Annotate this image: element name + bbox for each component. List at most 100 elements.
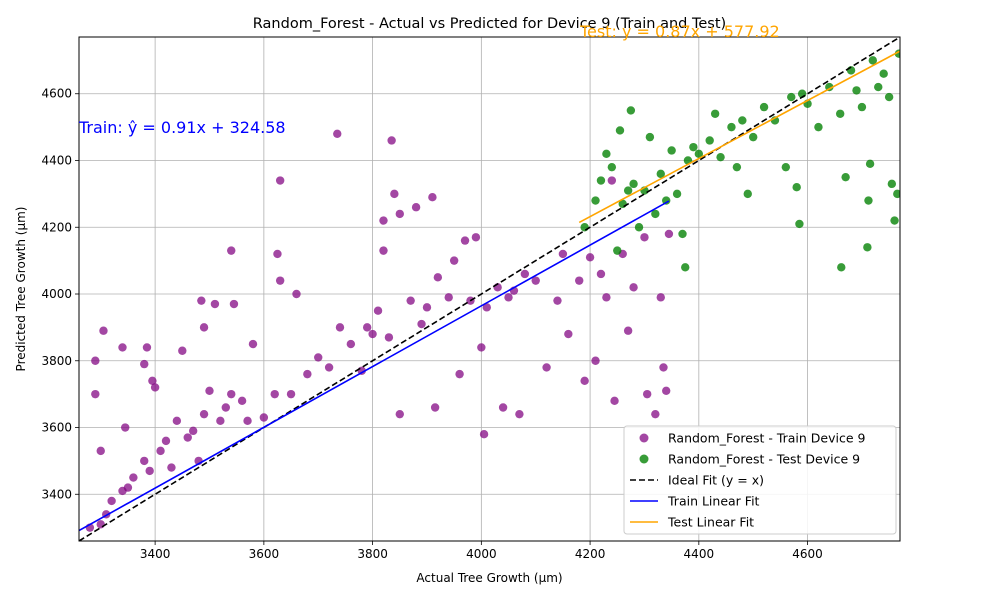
test-point: [835, 109, 845, 118]
train-point: [629, 283, 638, 292]
train-point: [275, 276, 285, 285]
test-point: [651, 209, 660, 219]
x-tick-label: 3800: [357, 547, 388, 561]
test-point: [689, 142, 698, 152]
y-tick-label: 3600: [41, 421, 72, 435]
ticks: 3400 3600 3800 4000 4200 4400 4600 3400 3600 3800…: [41, 87, 822, 561]
train-point: [324, 363, 334, 372]
test-point: [748, 132, 758, 142]
test-point: [672, 189, 682, 199]
train-point: [662, 386, 671, 396]
test-point: [634, 223, 644, 232]
train-point: [379, 216, 388, 225]
train-point: [531, 276, 540, 285]
test-point: [795, 219, 804, 229]
train-point: [248, 339, 258, 349]
train-point: [460, 236, 470, 245]
train-point: [333, 129, 342, 138]
train-point: [156, 446, 165, 456]
legend-label: Ideal Fit (y = x): [668, 473, 764, 488]
train-point: [640, 233, 649, 242]
ideal-fit-line: [79, 37, 900, 541]
train-point: [417, 319, 426, 329]
train-point: [656, 293, 665, 302]
train-point: [623, 326, 633, 335]
test-point: [879, 69, 888, 78]
legend-marker: [639, 454, 649, 464]
y-tick-label: 4400: [41, 153, 72, 167]
test-point: [716, 152, 725, 162]
train-point: [471, 233, 481, 242]
test-point: [667, 146, 676, 155]
train-point: [422, 303, 432, 312]
x-tick-label: 4400: [684, 547, 715, 561]
train-point: [237, 396, 247, 406]
train-point: [150, 383, 160, 392]
test-point: [759, 102, 769, 112]
x-tick-label: 4200: [575, 547, 606, 561]
train-point: [430, 403, 440, 412]
train-point: [167, 463, 176, 472]
test-point: [710, 109, 720, 118]
train-point: [197, 296, 206, 305]
test-point: [738, 116, 747, 125]
train-point: [482, 303, 491, 312]
train-point: [314, 353, 323, 362]
legend-marker: [639, 433, 649, 443]
legend: Random_Forest - Train Device 9 Random_For…: [623, 425, 897, 535]
x-axis-label: Actual Tree Growth (µm): [416, 571, 562, 585]
y-tick-label: 3800: [41, 354, 72, 368]
test-point: [781, 162, 791, 172]
test-point: [863, 243, 872, 252]
train-point: [216, 416, 225, 426]
train-point: [140, 359, 149, 369]
train-point: [564, 329, 573, 339]
train-point: [390, 189, 399, 199]
train-point: [210, 299, 220, 309]
test-equation-annotation: Test: y = 0.87x + 577.92: [579, 22, 780, 41]
legend-label: Random_Forest - Train Device 9: [668, 431, 866, 446]
train-point: [227, 389, 236, 399]
train-point: [596, 269, 606, 279]
train-point: [558, 249, 568, 259]
train-point: [229, 299, 239, 309]
train-point: [91, 356, 100, 365]
train-point: [659, 363, 668, 372]
train-point: [607, 176, 617, 185]
test-point: [732, 162, 742, 172]
train-point: [373, 306, 383, 315]
train-point: [575, 276, 584, 285]
train-point: [172, 416, 182, 426]
test-point: [656, 169, 665, 179]
y-tick-label: 4600: [41, 87, 72, 101]
train-point: [580, 376, 589, 385]
plot-frame: [78, 36, 901, 542]
test-point: [852, 86, 861, 95]
train-point: [96, 520, 105, 529]
test-fit-line: [578, 50, 900, 224]
test-point: [615, 126, 625, 135]
test-point: [623, 186, 633, 195]
test-point: [865, 159, 875, 169]
train-point: [96, 446, 105, 456]
train-point: [651, 409, 660, 419]
train-point: [292, 289, 301, 299]
test-point: [841, 172, 850, 182]
train-point: [379, 246, 388, 255]
test-point: [884, 92, 894, 102]
test-point: [629, 179, 638, 189]
train-point: [303, 369, 312, 379]
test-point: [743, 189, 752, 199]
test-point: [705, 136, 714, 145]
train-point: [118, 343, 127, 352]
train-point: [602, 293, 611, 302]
y-axis-label: Predicted Tree Growth (µm): [14, 207, 28, 372]
train-point: [504, 293, 513, 302]
train-point: [178, 346, 187, 355]
test-point: [837, 263, 846, 272]
train-point: [199, 323, 209, 332]
train-point: [664, 229, 674, 239]
train-point: [585, 253, 595, 262]
train-equation-annotation: Train: ŷ = 0.91x + 324.58: [78, 118, 286, 137]
